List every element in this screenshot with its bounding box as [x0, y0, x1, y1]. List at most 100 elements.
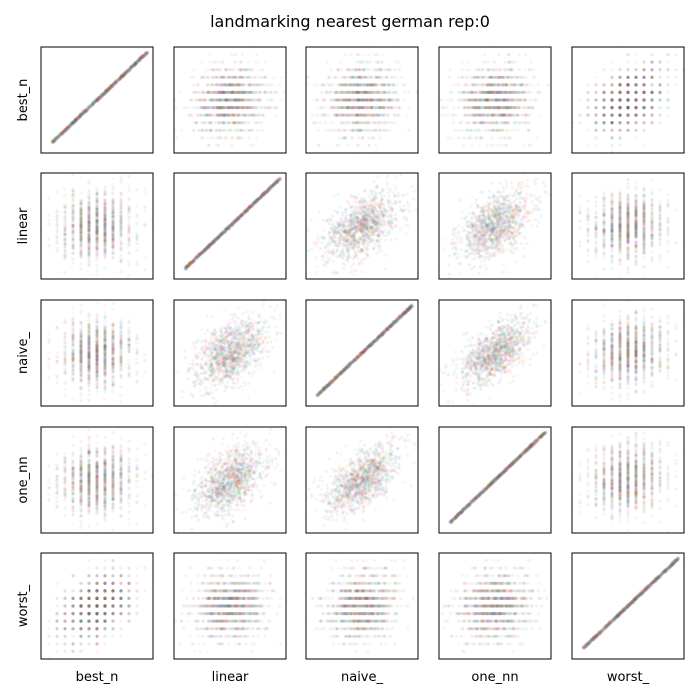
scatter-point	[350, 68, 354, 72]
scatter-point	[333, 113, 337, 117]
scatter-point	[476, 128, 480, 132]
scatter-point	[221, 75, 225, 79]
scatter-point	[363, 113, 368, 117]
scatter-point	[209, 128, 213, 132]
scatter-point	[229, 98, 233, 102]
scatter-point	[210, 121, 214, 125]
scatter-point	[296, 129, 299, 132]
scatter-point	[64, 127, 68, 132]
panel-best_n-vs-naive_	[296, 46, 419, 154]
scatter-point	[50, 140, 54, 144]
panel-best_n-vs-linear	[173, 46, 287, 154]
scatter-point	[108, 87, 112, 91]
scatter-point	[211, 113, 215, 117]
scatter-point	[237, 98, 241, 102]
scatter-point	[345, 68, 349, 72]
scatter-point	[113, 81, 117, 85]
scatter-point	[197, 128, 201, 132]
scatter-point	[63, 127, 67, 132]
scatter-point	[70, 122, 74, 126]
scatter-point	[133, 62, 137, 66]
scatter-point	[98, 95, 102, 99]
scatter-point	[222, 90, 226, 94]
scatter-point	[247, 68, 251, 72]
scatter-point	[231, 98, 235, 102]
scatter-point	[350, 90, 354, 94]
scatter-point	[347, 68, 351, 72]
scatter-point	[368, 90, 372, 94]
scatter-point	[114, 81, 118, 85]
scatter-point	[250, 90, 255, 94]
scatter-point	[58, 133, 62, 137]
scatter-point	[357, 53, 361, 57]
scatter-point	[342, 136, 346, 140]
scatter-point	[224, 83, 228, 87]
scatter-point	[134, 60, 138, 64]
scatter-point	[379, 98, 383, 102]
scatter-point	[121, 74, 125, 78]
scatter-point	[66, 128, 70, 132]
scatter-point	[387, 98, 391, 102]
scatter-point	[219, 113, 223, 117]
scatter-point	[328, 90, 332, 94]
scatter-point	[52, 138, 56, 142]
scatter-point	[345, 90, 349, 94]
scatter-point	[552, 83, 555, 86]
scatter-point	[341, 136, 346, 140]
scatter-point	[366, 121, 370, 125]
scatter-point	[369, 106, 373, 110]
scatter-point	[456, 128, 460, 132]
scatter-point	[343, 83, 347, 87]
scatter-point	[82, 110, 86, 114]
scatter-point	[139, 56, 143, 60]
scatter-point	[219, 98, 223, 102]
scatter-point	[121, 72, 125, 76]
scatter-point	[485, 98, 489, 102]
scatter-point	[523, 90, 527, 94]
scatter-point	[496, 143, 500, 147]
scatter-point	[340, 90, 344, 94]
scatter-point	[219, 90, 223, 94]
scatter-point	[74, 119, 78, 123]
scatter-point	[63, 128, 67, 132]
scatter-point	[339, 90, 343, 94]
scatter-point	[225, 90, 229, 94]
scatter-point	[340, 106, 344, 110]
scatter-point	[343, 98, 347, 102]
scatter-point	[247, 98, 251, 102]
scatter-point	[378, 75, 382, 79]
scatter-point	[352, 90, 356, 94]
scatter-point	[140, 53, 144, 58]
scatter-point	[321, 98, 325, 102]
scatter-point	[473, 90, 477, 94]
scatter-point	[347, 98, 351, 102]
scatter-point	[255, 98, 259, 102]
scatter-point	[227, 90, 231, 94]
scatter-point	[144, 51, 148, 55]
scatter-point	[204, 113, 209, 117]
scatter-point	[381, 83, 386, 87]
scatter-point	[210, 75, 215, 79]
scatter-point	[312, 83, 316, 87]
scatter-point	[384, 83, 388, 87]
scatter-point	[76, 117, 80, 121]
scatter-point	[144, 51, 148, 55]
scatter-point	[134, 61, 138, 65]
scatter-point	[85, 108, 89, 112]
scatter-point	[230, 75, 234, 79]
scatter-point	[207, 90, 211, 94]
scatter-point	[140, 55, 144, 59]
scatter-point	[355, 90, 359, 94]
scatter-point	[345, 106, 349, 110]
scatter-point	[490, 90, 494, 94]
scatter-point	[391, 83, 395, 87]
scatter-point	[355, 113, 359, 117]
scatter-point	[64, 128, 68, 132]
scatter-point	[115, 79, 119, 83]
scatter-point	[114, 80, 118, 85]
scatter-point	[208, 90, 212, 94]
scatter-point	[345, 113, 350, 117]
scatter-point	[142, 53, 146, 57]
scatter-point	[93, 100, 97, 104]
scatter-point	[352, 106, 356, 110]
